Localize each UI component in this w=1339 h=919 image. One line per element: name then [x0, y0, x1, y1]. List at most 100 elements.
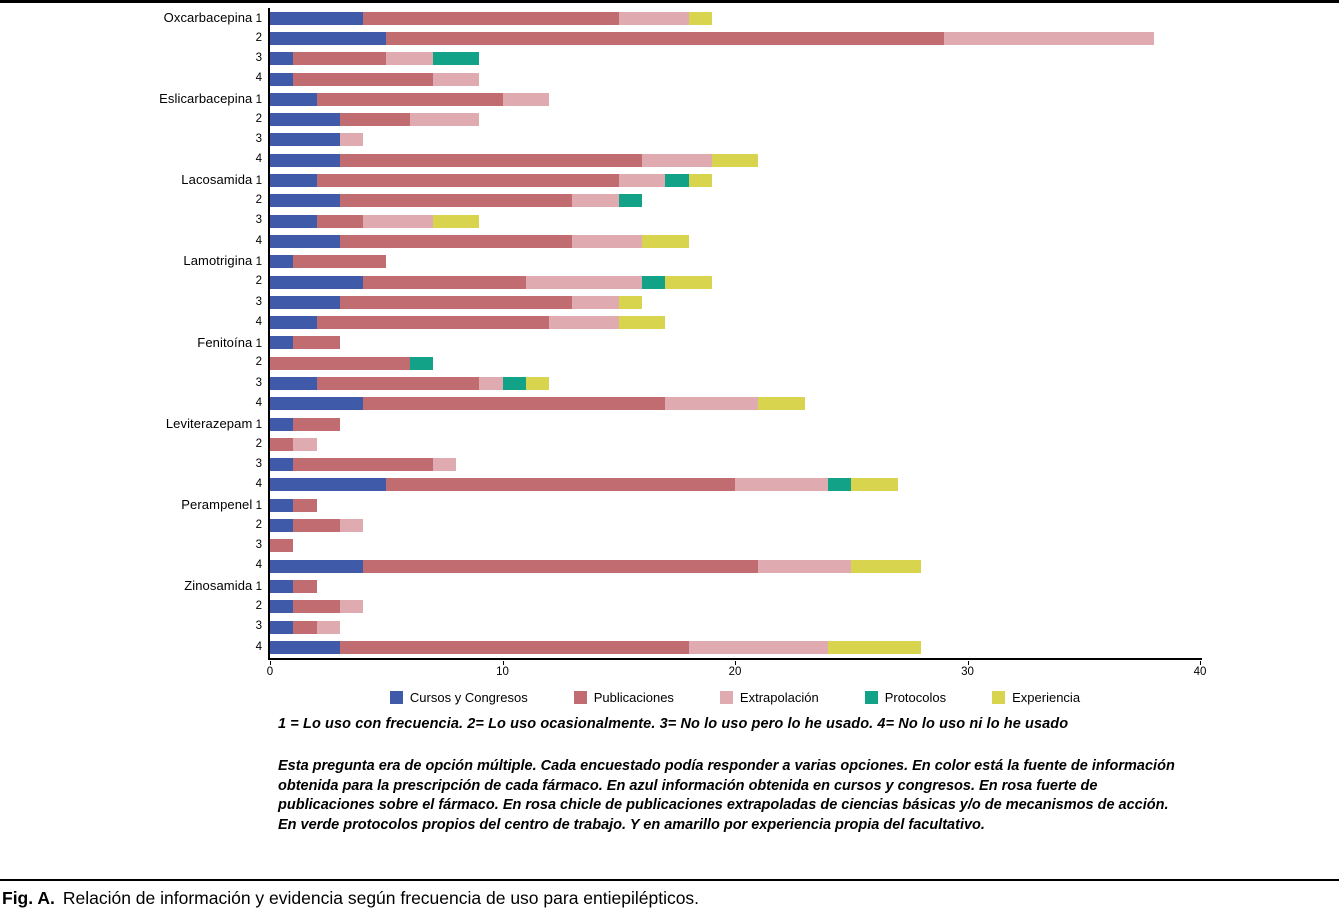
bar-track: [270, 519, 1200, 533]
row-number: 4: [255, 234, 262, 247]
bar-row: 4: [0, 150, 1205, 170]
bar-track: [270, 417, 1200, 431]
x-tick-mark: [967, 660, 969, 665]
row-label: 2: [0, 113, 270, 126]
row-number: 1: [255, 500, 262, 513]
stacked-bar: [270, 336, 1200, 350]
drug-name: Zinosamida: [184, 578, 253, 594]
stacked-bar: [270, 640, 1200, 654]
row-label: 4: [0, 73, 270, 85]
stacked-bar: [270, 133, 1200, 147]
bar-row: 3: [0, 130, 1205, 150]
bar-segment-publicaciones: [270, 356, 410, 370]
bar-track: [270, 559, 1200, 573]
row-number: 3: [255, 214, 262, 227]
bar-segment-extrapolacion: [339, 133, 363, 147]
bar-track: [270, 458, 1200, 472]
bar-segment-cursos-y-congresos: [270, 579, 294, 593]
x-tick-label: 30: [961, 665, 974, 678]
bar-segment-publicaciones: [363, 275, 526, 289]
row-label: 3: [0, 295, 270, 309]
drug-name: Lacosamida: [181, 172, 253, 188]
stacked-bar: [270, 620, 1200, 634]
bar-segment-cursos-y-congresos: [270, 194, 340, 208]
stacked-bar: [270, 174, 1200, 188]
row-number: 2: [255, 275, 262, 288]
bar-track: [270, 133, 1200, 147]
bar-track: [270, 92, 1200, 106]
x-tick-label: 20: [728, 665, 742, 678]
bar-segment-publicaciones: [293, 458, 433, 472]
stacked-bar: [270, 92, 1200, 106]
x-tick-mark: [502, 660, 504, 665]
row-number: 3: [255, 133, 262, 146]
bar-segment-publicaciones: [363, 11, 619, 25]
bar-row: Fenitoína 1: [0, 333, 1205, 353]
bar-segment-cursos-y-congresos: [270, 316, 317, 330]
bar-segment-experiencia: [711, 153, 759, 167]
row-number: 1: [255, 337, 262, 350]
bar-segment-extrapolacion: [944, 31, 1154, 45]
row-number: 2: [255, 356, 262, 369]
stacked-bar: [270, 275, 1200, 289]
bar-segment-publicaciones: [339, 153, 642, 167]
bar-segment-protocolos: [642, 275, 666, 289]
bar-track: [270, 174, 1200, 188]
x-tick-label: 0: [266, 665, 274, 678]
bar-track: [270, 72, 1200, 86]
bar-segment-publicaciones: [339, 194, 573, 208]
bar-segment-cursos-y-congresos: [270, 640, 340, 654]
bar-row: 2: [0, 353, 1205, 373]
row-number: 4: [255, 315, 262, 328]
row-label: 2: [0, 519, 270, 532]
bar-segment-extrapolacion: [339, 519, 363, 533]
bar-track: [270, 194, 1200, 208]
row-number: 2: [255, 31, 262, 44]
legend-label: Experiencia: [1012, 689, 1081, 705]
figure-caption-text: Relación de información y evidencia segú…: [62, 888, 700, 908]
bar-track: [270, 640, 1200, 654]
bar-segment-publicaciones: [293, 52, 387, 66]
row-label: 2: [0, 437, 270, 451]
bar-segment-publicaciones: [386, 478, 735, 492]
figure-label: Fig. A.: [2, 888, 55, 908]
bar-row: Perampenel 1: [0, 495, 1205, 515]
drug-name: Perampenel: [181, 497, 253, 513]
stacked-bar: [270, 52, 1200, 66]
bar-segment-publicaciones: [316, 174, 619, 188]
bar-segment-cursos-y-congresos: [270, 376, 317, 390]
legend-label: Protocolos: [884, 689, 947, 705]
bar-row: 2: [0, 434, 1205, 454]
bar-segment-protocolos: [618, 194, 642, 208]
bar-segment-extrapolacion: [549, 316, 619, 330]
chart-plot-area: Oxcarbacepina 1 2 3 4 Eslicarbacepina 1 2 3 4 La…: [0, 8, 1205, 658]
bar-row: 3: [0, 292, 1205, 312]
bar-segment-protocolos: [409, 356, 433, 370]
row-number: 3: [255, 376, 262, 389]
drug-name: Oxcarbacepina: [163, 9, 253, 25]
bar-row: 3: [0, 455, 1205, 475]
row-label: Lacosamida 1: [0, 173, 270, 188]
x-tick-mark: [270, 660, 271, 665]
row-label: 2: [0, 276, 270, 288]
bar-segment-experiencia: [642, 234, 689, 248]
bar-segment-cursos-y-congresos: [270, 336, 294, 350]
bar-segment-experiencia: [851, 478, 898, 492]
row-number: 3: [255, 295, 262, 308]
stacked-bar: [270, 478, 1200, 492]
bar-track: [270, 336, 1200, 350]
bar-track: [270, 214, 1200, 228]
bar-segment-cursos-y-congresos: [270, 417, 294, 431]
row-number: 4: [255, 397, 262, 410]
bar-track: [270, 579, 1200, 593]
stacked-bar: [270, 255, 1200, 269]
bar-track: [270, 600, 1200, 614]
stacked-bar: [270, 153, 1200, 167]
bar-segment-extrapolacion: [363, 214, 433, 228]
bar-track: [270, 11, 1200, 25]
bar-segment-extrapolacion: [339, 600, 363, 614]
row-number: 2: [255, 437, 262, 450]
legend-swatch: [719, 690, 733, 704]
bar-row: 2: [0, 28, 1205, 48]
